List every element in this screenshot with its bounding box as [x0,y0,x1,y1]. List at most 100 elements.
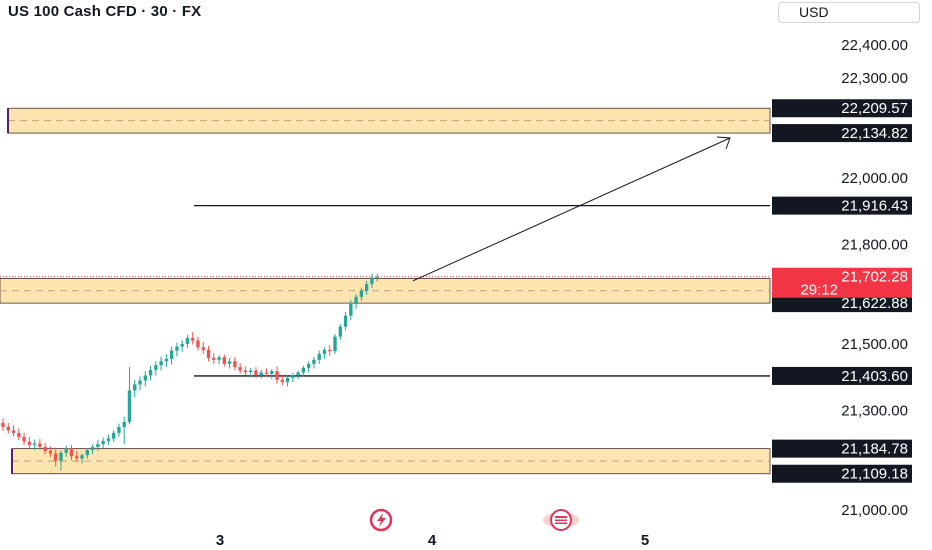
candle[interactable] [38,438,42,450]
candle[interactable] [54,447,58,467]
candle[interactable] [117,423,121,437]
candle-body [127,390,132,422]
price-label-badge [772,99,912,118]
candle[interactable] [48,446,53,457]
candle[interactable] [222,354,227,367]
candle[interactable] [43,442,47,455]
candle[interactable] [6,422,10,434]
candle[interactable] [85,448,90,459]
candle[interactable] [349,300,353,321]
candle[interactable] [64,445,68,457]
candle[interactable] [296,370,300,380]
y-axis-tick-label: 21,000.00 [841,502,908,519]
candle[interactable] [217,355,221,365]
candle[interactable] [328,345,332,356]
candle[interactable] [375,273,379,282]
y-axis-tick-label: 21,500.00 [841,336,908,353]
candle[interactable] [312,356,316,369]
candle[interactable] [243,366,248,376]
x-axis-tick-label: 3 [216,532,224,549]
candle[interactable] [301,365,306,377]
candle[interactable] [169,346,174,365]
candle[interactable] [22,432,26,445]
candle[interactable] [227,357,232,369]
candle[interactable] [206,345,211,362]
candle[interactable] [111,430,116,442]
candle[interactable] [175,342,179,357]
candle[interactable] [254,367,258,378]
candle[interactable] [322,347,327,359]
candle[interactable] [80,453,84,464]
candle[interactable] [143,371,147,387]
candle[interactable] [101,437,105,449]
candle[interactable] [338,324,342,340]
candle[interactable] [11,425,16,437]
candle[interactable] [180,339,184,353]
candle[interactable] [364,280,369,295]
candle[interactable] [285,375,290,387]
candle[interactable] [280,374,285,386]
candle[interactable] [122,417,126,445]
candle-body [17,432,21,437]
candle[interactable] [154,361,158,376]
candle[interactable] [164,353,169,368]
candle-body [227,361,232,364]
price-label-text: 21,184.78 [841,441,908,458]
candle-body [154,365,158,370]
candle[interactable] [159,356,163,371]
currency-selector[interactable]: USD [778,2,920,23]
candle[interactable] [270,369,274,379]
candle[interactable] [185,334,190,348]
candle[interactable] [333,333,337,354]
candle[interactable] [138,376,142,391]
candle[interactable] [90,444,95,455]
candle-body [164,358,169,362]
candle-body [312,359,316,364]
candle[interactable] [27,436,32,449]
candle-body [69,448,74,457]
candle[interactable] [317,350,321,364]
candle-body [280,379,285,383]
candle-body [169,350,174,359]
candle-body [6,426,10,431]
candle[interactable] [354,294,358,309]
candle[interactable] [343,312,348,331]
candle[interactable] [212,353,216,364]
candle[interactable] [96,440,100,451]
lightning-event-icon[interactable] [369,508,393,532]
candle[interactable] [275,366,279,384]
candle[interactable] [133,379,137,398]
candle-body [222,357,227,364]
candle-body [196,340,200,348]
candle-body [243,370,248,373]
projection-arrow-line[interactable] [412,137,731,282]
candle[interactable] [127,367,132,425]
candle[interactable] [201,341,205,354]
candle[interactable] [233,357,237,371]
candle[interactable] [191,331,195,345]
candle[interactable] [264,368,269,377]
candle[interactable] [370,273,374,289]
candle[interactable] [1,418,5,431]
candle-body [96,444,100,447]
price-label-badge [772,439,912,458]
candle[interactable] [69,444,74,461]
candle[interactable] [291,373,295,383]
candle-body [238,367,242,371]
candle-body [106,438,111,441]
candle[interactable] [238,363,242,374]
candle[interactable] [306,361,311,373]
candle[interactable] [17,428,21,441]
candle[interactable] [75,450,79,462]
candle[interactable] [196,336,200,351]
flag-event-icon[interactable] [543,509,579,531]
candle[interactable] [59,450,63,471]
candle[interactable] [106,434,111,446]
candle[interactable] [359,288,364,301]
candle[interactable] [248,367,253,378]
candle[interactable] [259,369,263,379]
candle[interactable] [32,439,37,451]
candle-body [212,357,216,360]
candle[interactable] [148,365,153,381]
